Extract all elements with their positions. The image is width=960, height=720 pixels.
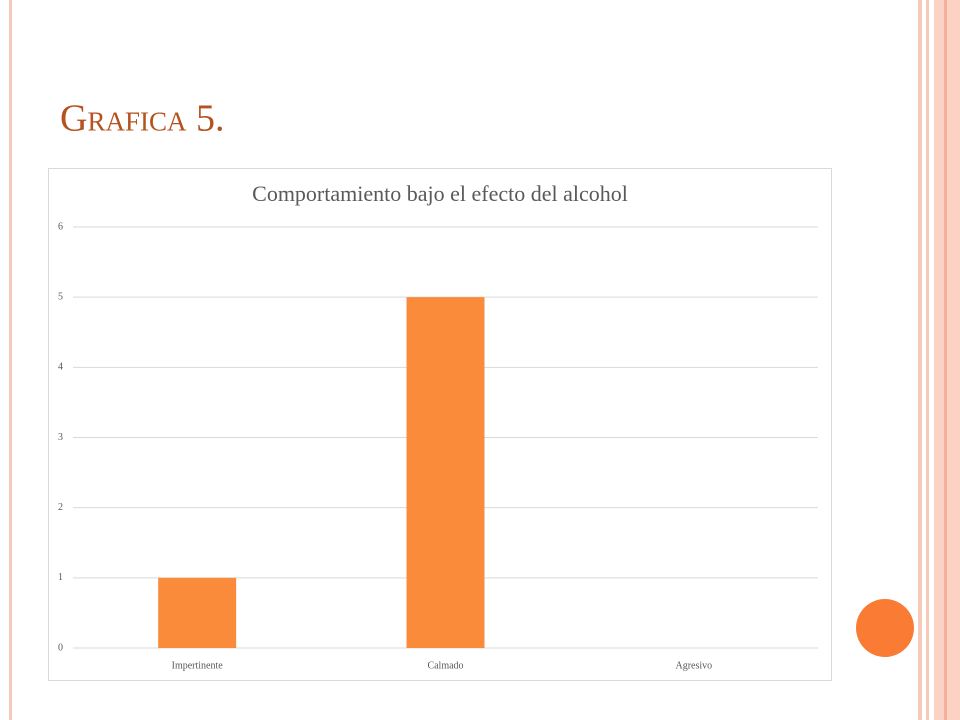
right-stripe [944, 0, 947, 720]
x-tick-label: Agresivo [675, 660, 712, 671]
chart-title: Comportamiento bajo el efecto del alcoho… [252, 181, 628, 206]
y-tick-label: 1 [58, 572, 63, 583]
y-tick-label: 4 [58, 362, 63, 373]
y-tick-label: 5 [58, 291, 63, 302]
x-tick-label: Impertinente [172, 660, 224, 671]
left-border [9, 0, 12, 720]
bar [158, 577, 237, 648]
y-tick-label: 2 [58, 502, 63, 513]
y-tick-label: 0 [58, 642, 63, 653]
y-tick-label: 6 [58, 221, 63, 232]
right-stripe [918, 0, 922, 720]
x-tick-label: Calmado [427, 660, 463, 671]
decor-circle [856, 599, 914, 657]
y-tick-label: 3 [58, 432, 63, 443]
slide-title: Grafica 5. [60, 98, 224, 140]
bar [406, 297, 485, 648]
right-stripe [926, 0, 929, 720]
